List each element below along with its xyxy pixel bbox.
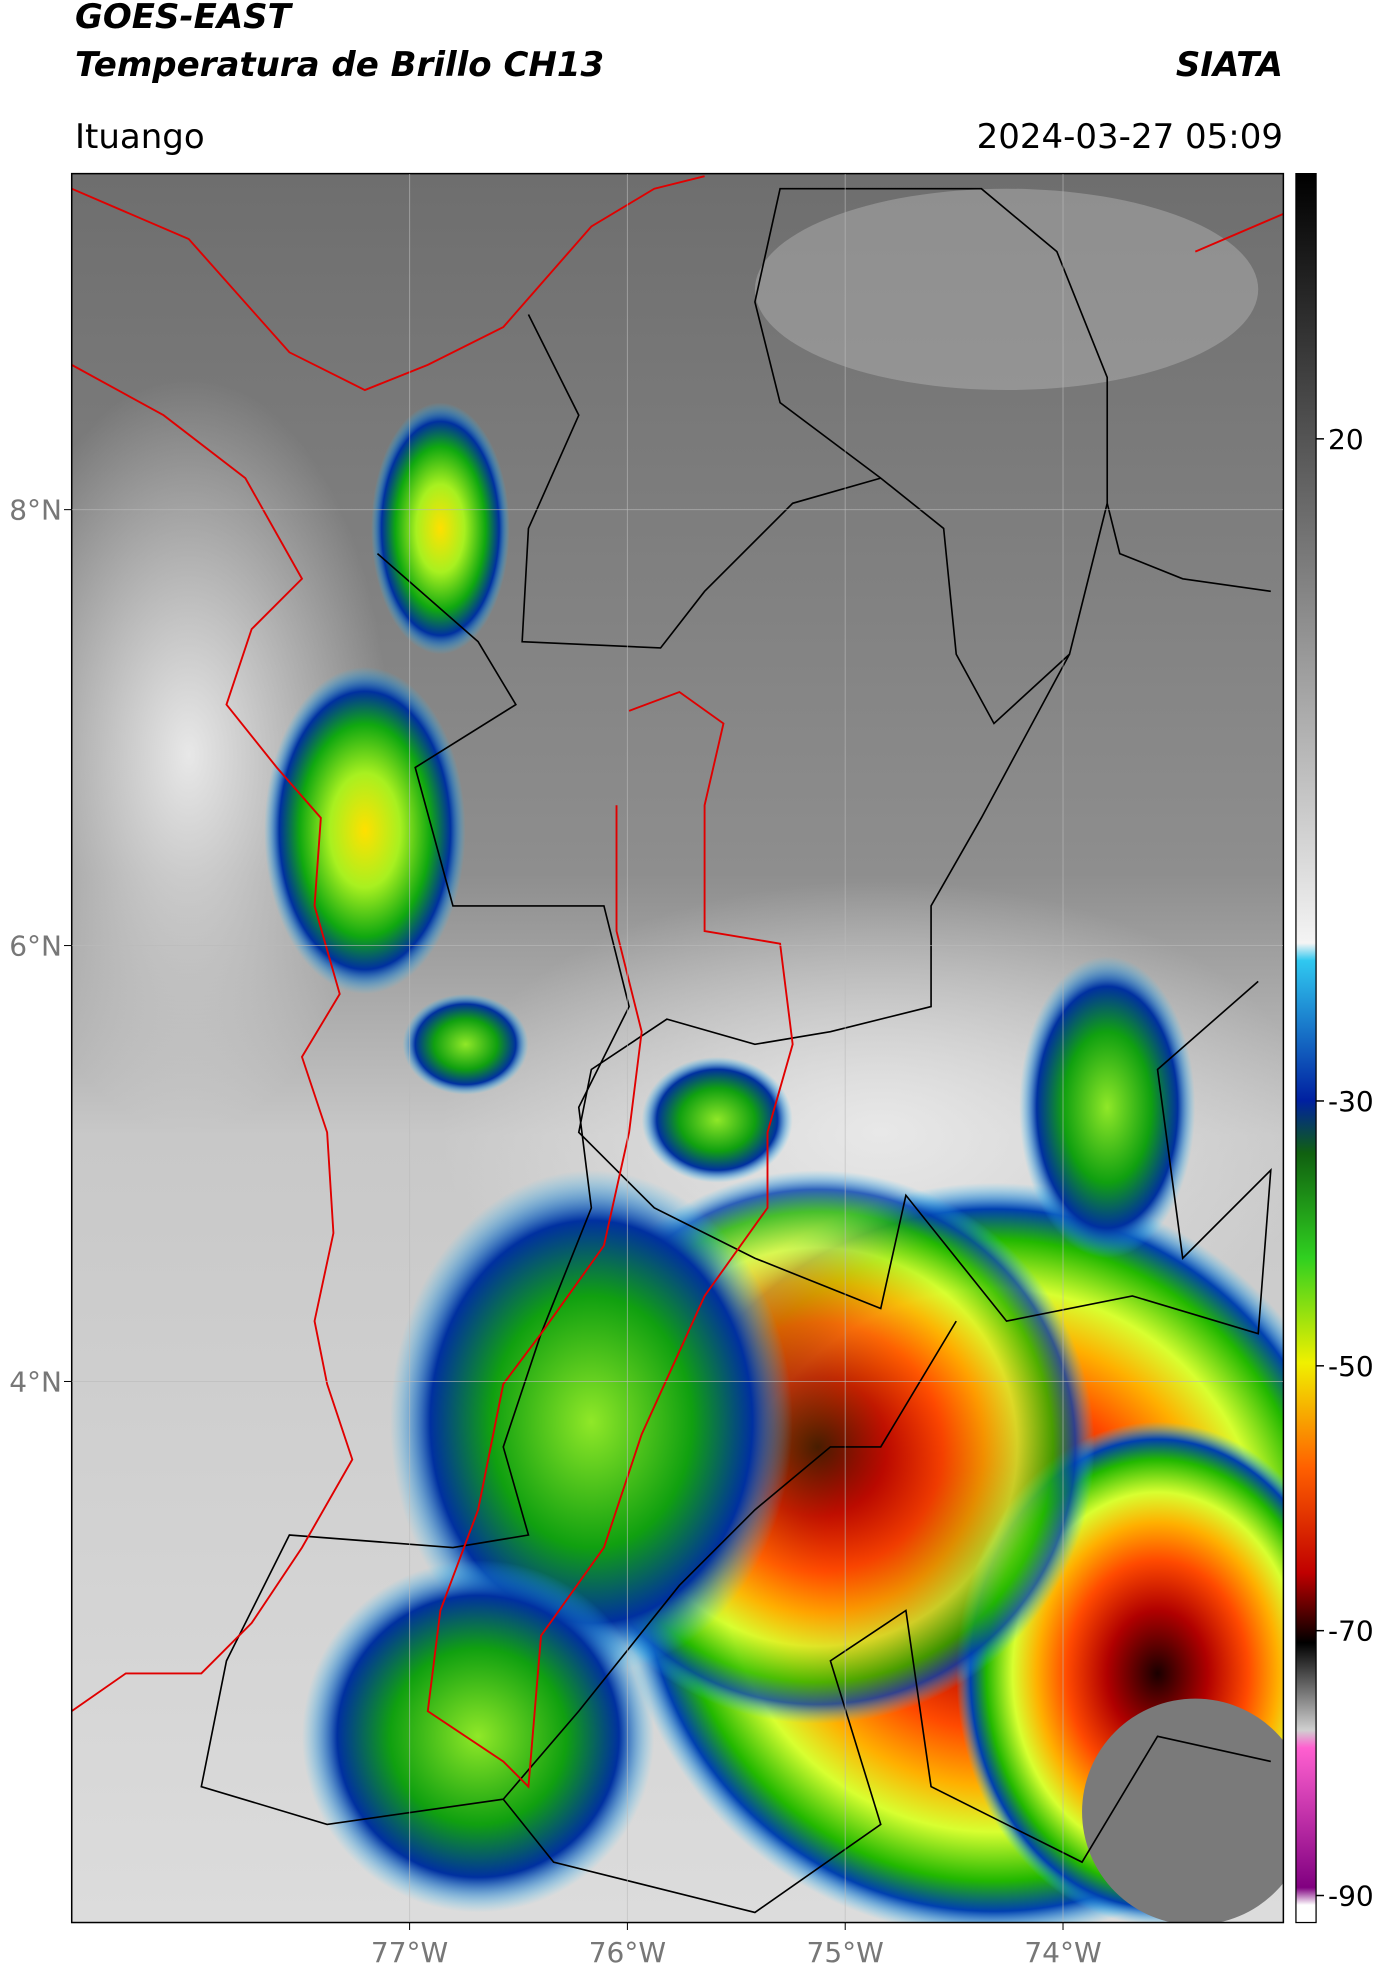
colorbar-label: -50 xyxy=(1328,1350,1374,1383)
colorbar-label: -90 xyxy=(1328,1880,1374,1913)
colorbar-label: 20 xyxy=(1328,423,1364,456)
satellite-image xyxy=(70,172,1317,1924)
lon-tick-label: 74°W xyxy=(1024,1936,1101,1969)
lon-tick-label: 75°W xyxy=(807,1936,884,1969)
lat-tick-label: 8°N xyxy=(9,494,62,527)
lat-tick-label: 6°N xyxy=(9,930,62,963)
lon-tick-label: 77°W xyxy=(371,1936,448,1969)
title-line2: Temperatura de Brillo CH13 xyxy=(75,45,604,85)
lon-tick-label: 76°W xyxy=(589,1936,666,1969)
location: Ituango xyxy=(75,117,205,157)
title-line1: GOES-EAST xyxy=(75,0,294,37)
timestamp: 2024-03-27 05:09 xyxy=(977,117,1283,157)
colorbar-label: -70 xyxy=(1328,1615,1374,1648)
lat-tick-label: 4°N xyxy=(9,1365,62,1398)
colorbar-label: -30 xyxy=(1328,1085,1374,1118)
agency: SIATA xyxy=(1176,45,1283,85)
